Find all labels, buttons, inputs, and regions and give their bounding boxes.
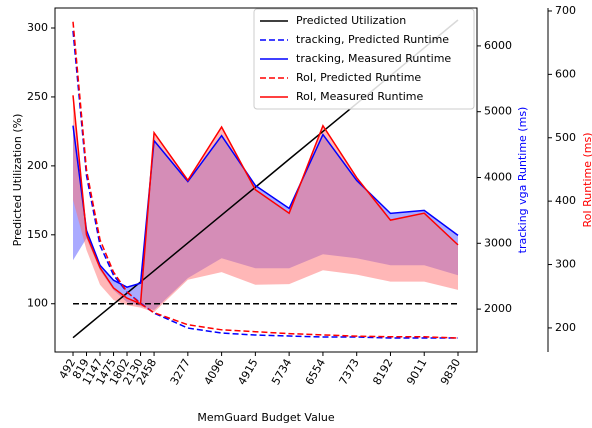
x-tick-label: 9830 <box>438 357 463 388</box>
y3-tick-label: 400 <box>555 194 576 207</box>
x-tick-label: 3277 <box>168 357 193 388</box>
legend-label: RoI, Measured Runtime <box>296 90 424 103</box>
legend-label: Predicted Utilization <box>296 14 406 27</box>
x-tick-label: 4096 <box>202 357 227 388</box>
y2-tick-label: 4000 <box>484 170 512 183</box>
legend-label: RoI, Predicted Runtime <box>296 71 421 84</box>
y-tick-label: 100 <box>27 297 48 310</box>
x-tick-label: 8192 <box>370 357 395 388</box>
y3-tick-label: 600 <box>555 67 576 80</box>
y2-tick-label: 2000 <box>484 302 512 315</box>
legend-box <box>253 8 475 110</box>
y-tick-label: 200 <box>27 159 48 172</box>
y3-tick-label: 200 <box>555 321 576 334</box>
y3-tick-label: 300 <box>555 258 576 271</box>
y2-tick-label: 6000 <box>484 39 512 52</box>
legend-label: tracking, Predicted Runtime <box>296 33 449 46</box>
y-tick-label: 150 <box>27 228 48 241</box>
x-tick-label: 4915 <box>235 357 260 388</box>
series-line <box>72 125 459 288</box>
x-axis-label: MemGuard Budget Value <box>197 411 335 424</box>
x-tick-label: 9011 <box>404 357 429 388</box>
y3-tick-label: 500 <box>555 131 576 144</box>
y2-tick-label: 3000 <box>484 236 512 249</box>
y3-tick-label: 700 <box>555 4 576 17</box>
y-axis-label: Predicted Utilization (%) <box>11 114 24 247</box>
x-tick-label: 5734 <box>269 357 294 388</box>
band <box>73 95 458 313</box>
y2-axis-label: tracking vga Runtime (ms) <box>516 107 529 254</box>
y3-axis-label: RoI Runtime (ms) <box>581 132 592 227</box>
legend-label: tracking, Measured Runtime <box>296 52 451 65</box>
y2-tick-label: 5000 <box>484 105 512 118</box>
x-tick-label: 7373 <box>337 357 362 388</box>
y-tick-label: 300 <box>27 21 48 34</box>
series-line <box>72 21 459 339</box>
y-tick-label: 250 <box>27 90 48 103</box>
plot-frame <box>54 7 478 353</box>
series-line <box>72 95 459 305</box>
x-tick-label: 6554 <box>303 357 328 388</box>
